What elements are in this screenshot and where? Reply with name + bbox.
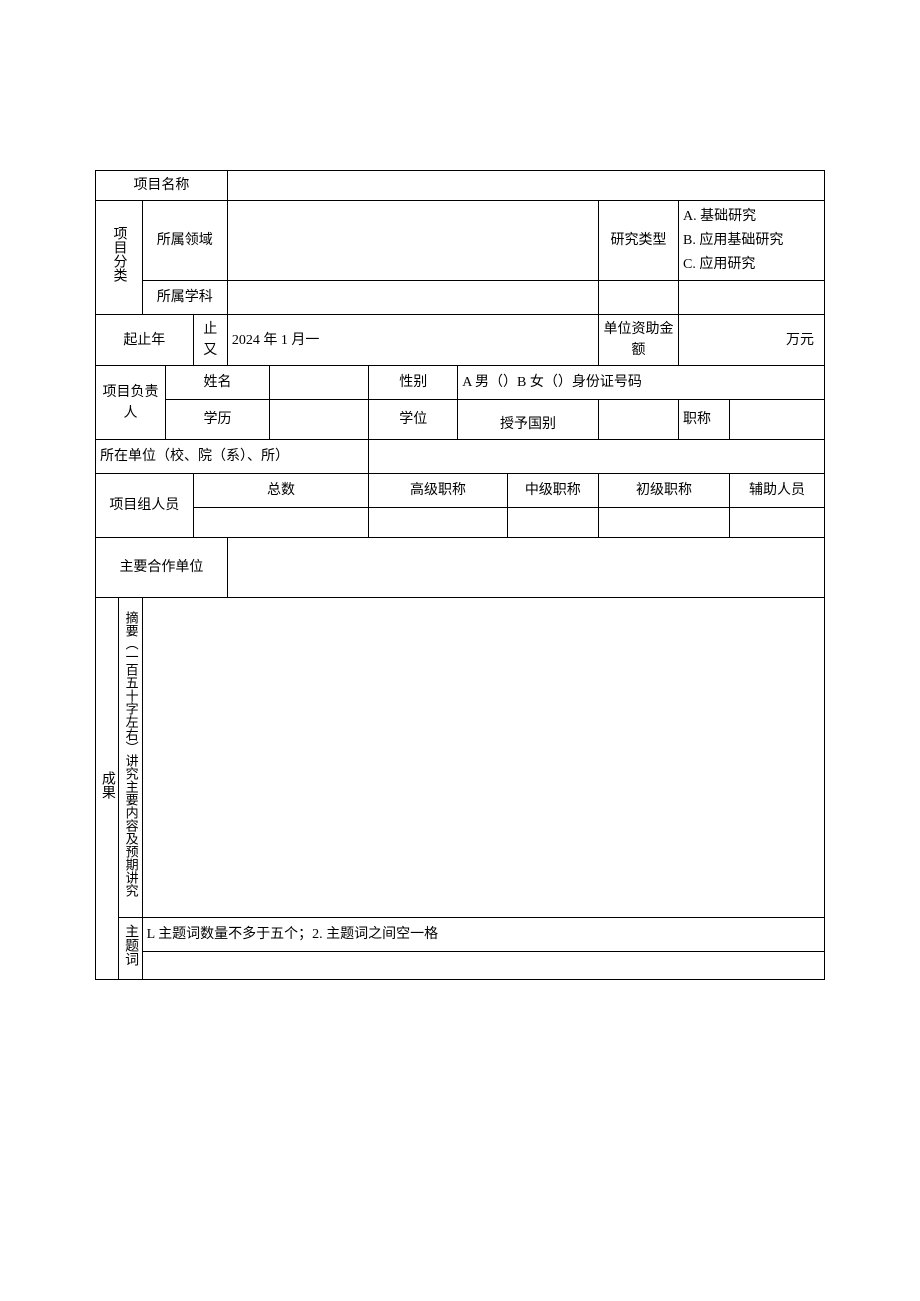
domain-value[interactable]: [227, 201, 598, 281]
total-label: 总数: [193, 474, 369, 508]
gender-label: 性别: [369, 366, 458, 400]
partner-value[interactable]: [227, 538, 824, 598]
funding-unit[interactable]: 万元: [679, 315, 825, 366]
project-name-label: 项目名称: [96, 171, 228, 201]
junior-value[interactable]: [598, 508, 729, 538]
leader-label: 项目负责人: [96, 366, 166, 440]
degree-label: 学位: [369, 400, 458, 440]
title-label: 职称: [679, 400, 730, 440]
project-name-value[interactable]: [227, 171, 824, 201]
gender-options[interactable]: A 男（）B 女（）身份证号码: [458, 366, 825, 400]
timeline-label: 起止年: [96, 315, 194, 366]
mid-value[interactable]: [507, 508, 598, 538]
affiliation-value[interactable]: [369, 440, 825, 474]
affiliation-label: 所在单位（校、院（系）、所）: [96, 440, 369, 474]
abstract-value[interactable]: [142, 598, 824, 918]
project-category-label: 项目分类: [96, 201, 143, 315]
education-value[interactable]: [270, 400, 369, 440]
timeline-label2: 止又: [193, 315, 227, 366]
result-label: 成果: [96, 598, 119, 980]
name-label: 姓名: [165, 366, 269, 400]
leader-name-value[interactable]: [270, 366, 369, 400]
application-form-table: 项目名称 项目分类 所属领域 研究类型 A. 基础研究 B. 应用基础研究 C.…: [95, 170, 825, 980]
timeline-value[interactable]: 2024 年 1 月一: [227, 315, 598, 366]
award-country-label: 授予国别: [458, 400, 599, 440]
discipline-blank1: [598, 281, 678, 315]
award-country-value[interactable]: [598, 400, 678, 440]
funding-label: 单位资助金额: [598, 315, 678, 366]
partner-label: 主要合作单位: [96, 538, 228, 598]
keywords-value[interactable]: [142, 951, 824, 980]
senior-value[interactable]: [369, 508, 507, 538]
discipline-blank2: [679, 281, 825, 315]
abstract-label: 摘要（一百五十字左右）讲究主要内容及预期讲究: [119, 598, 142, 918]
research-type-label: 研究类型: [598, 201, 678, 281]
discipline-value[interactable]: [227, 281, 598, 315]
support-label: 辅助人员: [730, 474, 825, 508]
education-label: 学历: [165, 400, 269, 440]
research-type-options[interactable]: A. 基础研究 B. 应用基础研究 C. 应用研究: [679, 201, 825, 281]
mid-label: 中级职称: [507, 474, 598, 508]
domain-label: 所属领域: [142, 201, 227, 281]
total-value[interactable]: [193, 508, 369, 538]
keywords-note: L 主题词数量不多于五个；2. 主题词之间空一格: [142, 918, 824, 951]
keywords-label: 主题词: [119, 918, 142, 980]
support-value[interactable]: [730, 508, 825, 538]
senior-label: 高级职称: [369, 474, 507, 508]
junior-label: 初级职称: [598, 474, 729, 508]
discipline-label: 所属学科: [142, 281, 227, 315]
team-label: 项目组人员: [96, 474, 194, 538]
title-value[interactable]: [730, 400, 825, 440]
